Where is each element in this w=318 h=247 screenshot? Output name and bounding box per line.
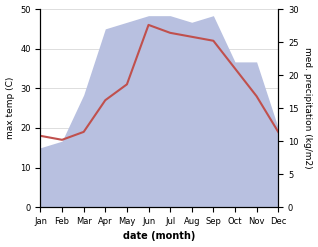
Y-axis label: med. precipitation (kg/m2): med. precipitation (kg/m2) bbox=[303, 47, 313, 169]
X-axis label: date (month): date (month) bbox=[123, 231, 196, 242]
Y-axis label: max temp (C): max temp (C) bbox=[5, 77, 15, 139]
